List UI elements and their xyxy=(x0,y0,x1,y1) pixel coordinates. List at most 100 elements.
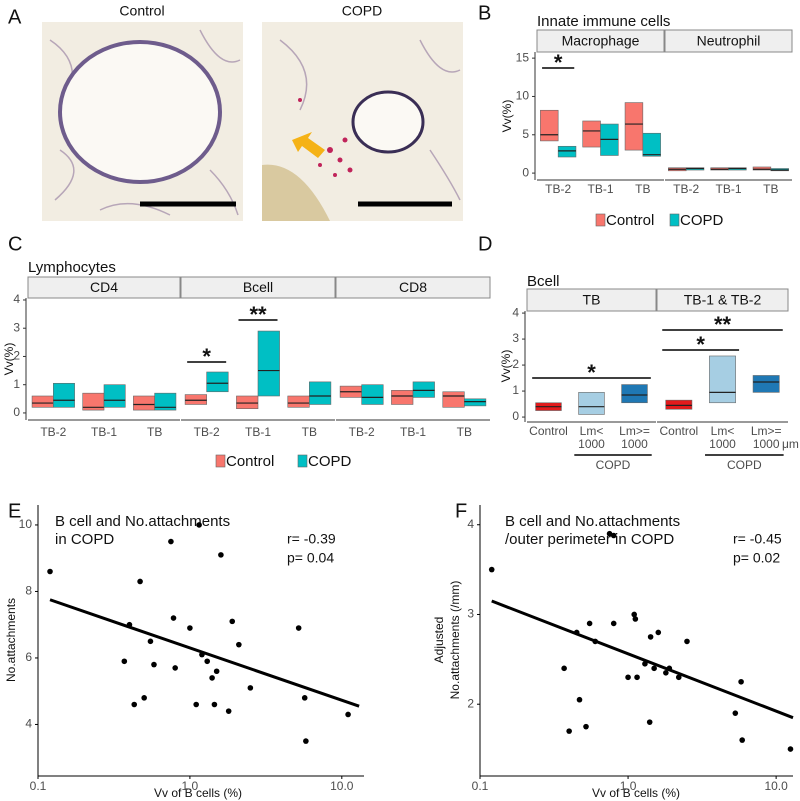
infiltrate xyxy=(298,98,353,177)
box xyxy=(642,132,661,157)
point xyxy=(488,566,495,573)
point xyxy=(345,711,351,718)
y-tick-label: 4 xyxy=(13,292,20,306)
x-tick-label: TB xyxy=(457,425,472,439)
x-tick-label: 10.0 xyxy=(764,779,788,793)
y-tick-label: 4 xyxy=(467,517,474,531)
chart-title: Lymphocytes xyxy=(28,259,116,276)
x-tick-label: 1000 xyxy=(578,437,605,451)
point xyxy=(295,625,302,631)
y-tick-label: 8 xyxy=(25,584,32,598)
significance-label: * xyxy=(202,344,211,369)
y-tick-label: 2 xyxy=(13,349,20,363)
y-tick-label: 3 xyxy=(467,607,474,621)
x-tick-label: Control xyxy=(659,424,698,438)
point xyxy=(172,665,178,671)
chart-title: B cell and No.attachments xyxy=(55,513,230,530)
x-tick-label: Lm< xyxy=(580,424,604,438)
box xyxy=(31,395,54,408)
significance-label: ** xyxy=(249,302,267,327)
chart-title: in COPD xyxy=(55,531,114,548)
legend-label: COPD xyxy=(680,212,724,229)
image-title: COPD xyxy=(342,3,382,19)
y-axis-label: Vv(%) xyxy=(2,343,16,376)
point xyxy=(646,719,653,725)
box xyxy=(621,384,648,404)
box xyxy=(154,392,177,411)
box xyxy=(184,394,207,405)
point xyxy=(576,696,583,703)
y-tick-label: 1 xyxy=(13,377,20,391)
x-tick-label: TB xyxy=(635,182,650,196)
group-label: COPD xyxy=(727,458,762,472)
y-tick-label: 0 xyxy=(522,165,529,179)
y-tick-label: 4 xyxy=(512,305,519,319)
unit-label: μm xyxy=(782,437,799,451)
y-tick-label: 15 xyxy=(516,50,530,64)
y-axis-label: No.attachments (/mm) xyxy=(448,581,462,700)
point xyxy=(632,616,639,622)
stat-annotation: r= -0.39 xyxy=(287,531,336,547)
panel-label: E xyxy=(8,500,21,522)
x-tick-label: TB-1 xyxy=(400,425,426,439)
y-tick-label: 2 xyxy=(467,696,474,710)
point xyxy=(739,737,746,743)
point xyxy=(631,611,637,618)
box xyxy=(752,375,780,393)
point xyxy=(229,618,236,625)
box xyxy=(391,390,414,405)
histology-control xyxy=(42,22,243,221)
x-tick-label: TB-1 xyxy=(715,182,741,196)
point xyxy=(193,701,199,708)
box xyxy=(442,391,465,408)
y-tick-label: 3 xyxy=(512,331,519,345)
facet-label: TB xyxy=(583,292,601,308)
point xyxy=(651,665,657,672)
fit-line xyxy=(49,598,360,708)
legend-swatch xyxy=(595,213,606,227)
x-tick-label: Lm>= xyxy=(619,424,650,438)
group-label: COPD xyxy=(596,458,631,472)
box xyxy=(236,395,259,410)
legend-swatch xyxy=(669,213,680,227)
facet-label: Macrophage xyxy=(562,33,640,49)
point xyxy=(213,668,220,675)
point xyxy=(236,641,242,648)
box xyxy=(53,382,75,408)
point xyxy=(218,552,224,558)
x-tick-label: Lm< xyxy=(711,424,735,438)
tissue xyxy=(279,39,461,201)
point xyxy=(732,710,739,716)
point xyxy=(301,695,308,701)
point xyxy=(738,678,744,685)
box xyxy=(133,395,155,411)
box xyxy=(206,371,229,393)
x-tick-label: 0.1 xyxy=(30,779,47,793)
facet-strip xyxy=(664,29,793,53)
chart-title: /outer perimeter in COPD xyxy=(505,531,674,548)
x-axis-label: Vv of B cells (%) xyxy=(592,786,680,800)
y-tick-label: 5 xyxy=(522,127,529,141)
point xyxy=(561,665,567,672)
x-tick-label: TB-2 xyxy=(40,425,66,439)
x-tick-label: TB-2 xyxy=(545,182,571,196)
airway xyxy=(58,40,222,184)
x-tick-label: 1.0 xyxy=(182,779,199,793)
x-tick-label: Lm>= xyxy=(751,424,782,438)
x-tick-label: 1000 xyxy=(621,437,648,451)
x-tick-label: 1000 xyxy=(753,437,780,451)
point xyxy=(787,746,794,752)
y-tick-label: 0 xyxy=(512,409,519,423)
point xyxy=(625,674,631,681)
facet-label: CD4 xyxy=(90,279,118,295)
stat-annotation: r= -0.45 xyxy=(733,531,782,547)
box xyxy=(665,399,693,410)
box xyxy=(578,392,605,415)
facet-strip xyxy=(335,276,491,299)
chart-title: Bcell xyxy=(527,273,560,290)
box xyxy=(464,398,487,407)
point xyxy=(137,578,143,585)
y-axis-label: Vv(%) xyxy=(499,350,513,383)
facet-strip xyxy=(526,288,657,312)
panel-label: B xyxy=(478,2,491,24)
